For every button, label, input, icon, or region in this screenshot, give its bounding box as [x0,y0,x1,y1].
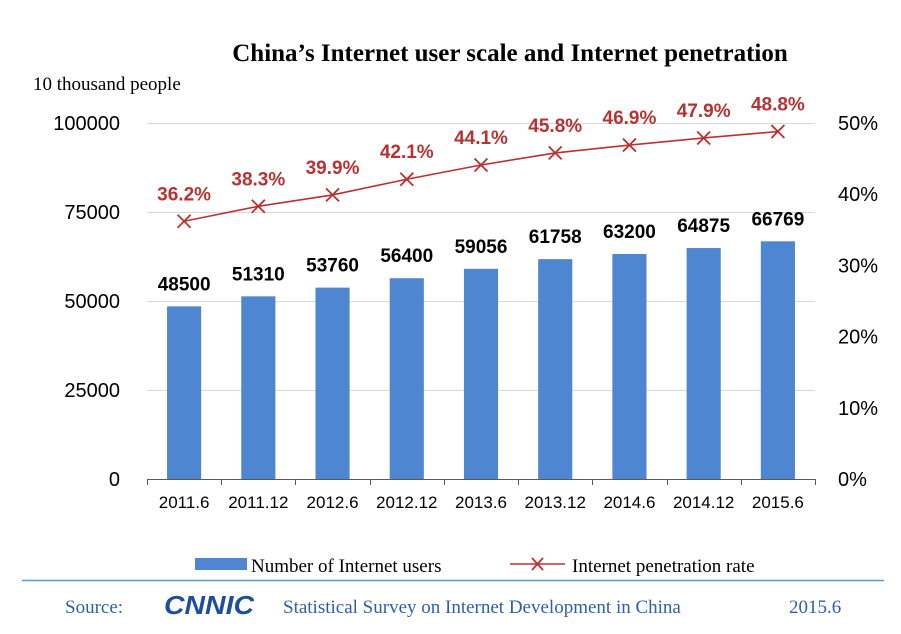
right-axis-tick-label: 0% [838,469,867,491]
bar [612,254,647,479]
source-survey: Statistical Survey on Internet Developme… [283,597,681,618]
right-axis-tick-label: 40% [838,184,878,206]
bar-value-label: 48500 [158,274,211,295]
x-axis-tick-label: 2013.6 [455,493,507,512]
bar [389,278,424,479]
line-point-marker [325,187,340,203]
bar-value-label: 56400 [380,246,433,267]
axes: 0 25000 50000 75000 100000 0% 10% 20% 30% 40% 50% 2… [53,113,878,512]
bar [315,287,350,479]
line-point-marker [473,157,489,173]
line-value-label: 47.9% [677,101,731,122]
left-axis-tick-label: 25000 [64,380,120,402]
line-point-marker [399,172,414,187]
line-value-label: 48.8% [751,95,805,116]
legend-cross-marker [531,557,544,571]
left-axis-tick-label: 100000 [53,113,120,135]
legend: Number of Internet users Internet penetr… [195,556,755,577]
line-series: 36.2% 38.3% 39.9% 42.1% 44.1% 45.8% 46.9% 47.9%… [157,95,805,229]
legend-bar-label: Number of Internet users [251,556,441,577]
bar-value-label: 59056 [455,237,508,258]
x-axis-tick-label: 2015.6 [752,493,804,512]
bar [167,306,202,479]
x-axis-tick-label: 2012.12 [376,493,437,512]
bar-value-label: 51310 [232,264,285,285]
source-label: Source: [65,597,123,618]
bar-value-label: 61758 [529,227,582,248]
right-axis-tick-label: 10% [838,398,878,420]
x-axis-tick-label: 2014.6 [603,493,655,512]
bar-value-label: 63200 [603,222,656,243]
line-value-label: 38.3% [231,169,285,190]
source-date: 2015.6 [789,597,841,618]
bar-series: 48500 51310 53760 56400 59056 61758 63200 64875… [158,209,804,479]
bar [463,268,499,479]
x-axis-tick-label: 2011.6 [159,493,210,512]
bar [241,296,276,479]
bar-value-label: 66769 [751,209,804,230]
right-axis-tick-label: 20% [838,327,878,349]
line-point-marker [251,199,266,214]
legend-line-label: Internet penetration rate [572,556,755,577]
bar-value-label: 53760 [306,256,359,277]
bar [760,241,795,479]
line-value-label: 39.9% [306,158,360,179]
line-value-label: 36.2% [157,184,211,205]
left-axis-tick-label: 50000 [64,291,120,313]
bar-value-label: 64875 [677,216,730,237]
line-point-marker [622,137,637,153]
left-axis-tick-label: 75000 [64,202,120,224]
line-value-label: 44.1% [454,128,508,149]
right-axis-tick-label: 30% [838,255,878,277]
line-point-marker [548,145,563,161]
x-axis-tick-label: 2011.12 [228,493,288,512]
x-axis-tick-label: 2013.12 [524,493,585,512]
line-point-marker [696,130,711,146]
cnnic-logo: CNNIC [164,590,255,620]
x-axis-tick-label: 2012.6 [307,493,359,512]
line-value-label: 45.8% [528,116,582,137]
line-point-marker [176,214,192,229]
bar [686,248,721,479]
line-value-label: 42.1% [380,142,434,163]
bar [538,259,573,479]
left-axis-tick-label: 0 [109,469,120,491]
left-axis-unit: 10 thousand people [33,74,181,95]
x-axis-tick-label: 2014.12 [673,493,734,512]
chart-title: China’s Internet user scale and Internet… [232,40,788,67]
line-point-marker [770,124,786,139]
right-axis-tick-label: 50% [838,113,878,135]
legend-bar-swatch [195,558,247,570]
line-value-label: 46.9% [603,108,657,129]
